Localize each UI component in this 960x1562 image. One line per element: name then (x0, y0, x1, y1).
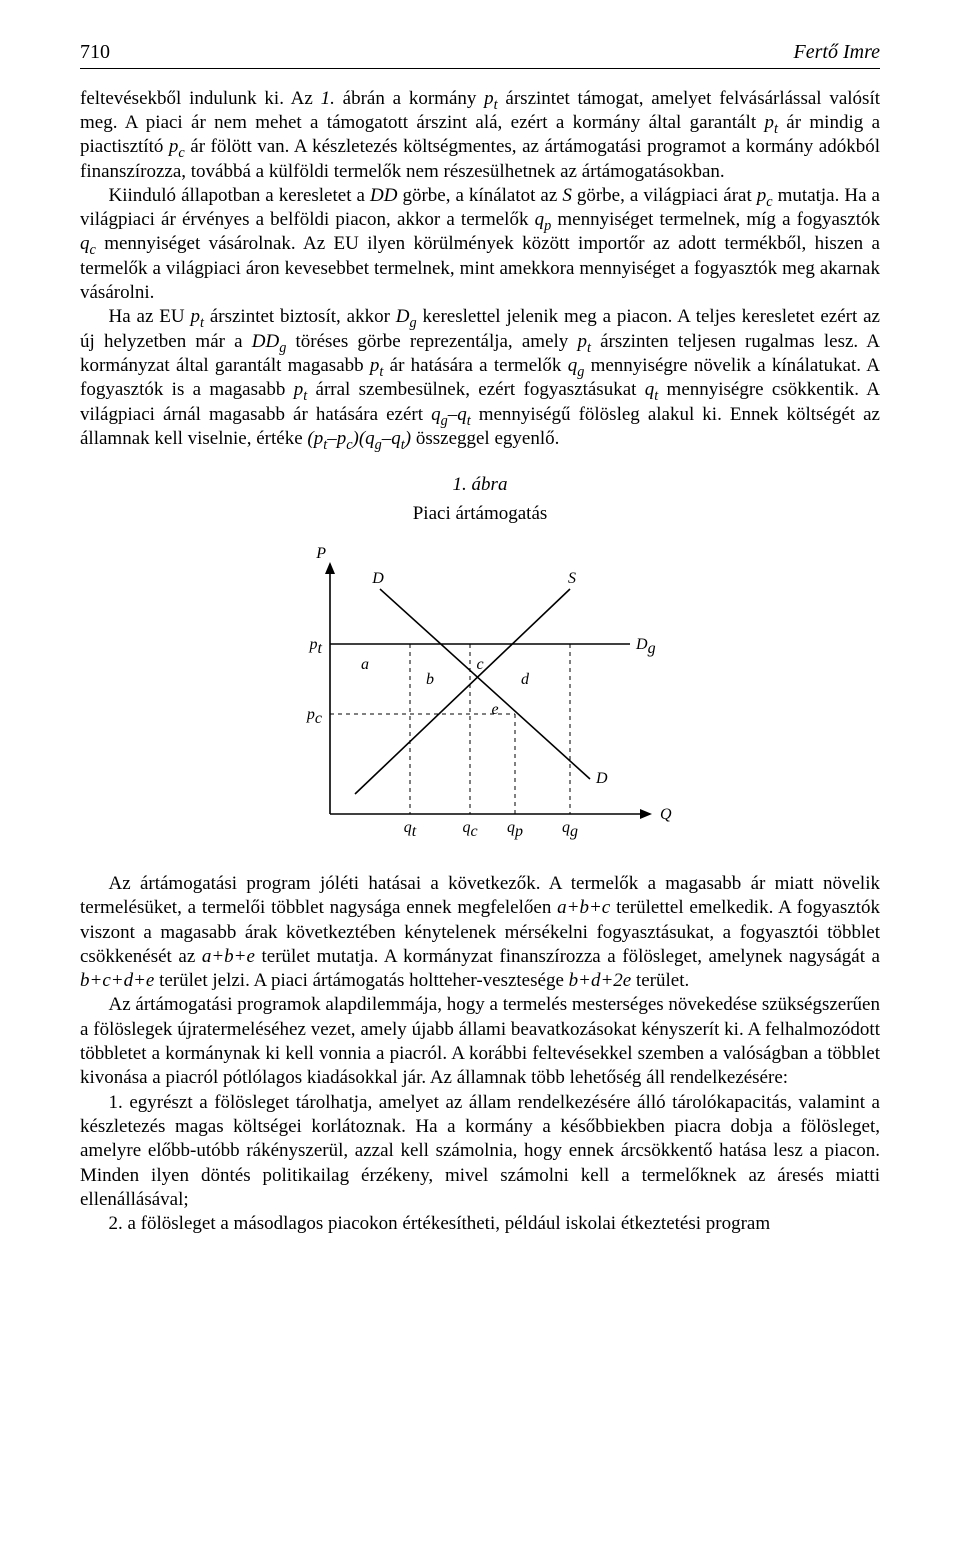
svg-text:qg: qg (562, 819, 578, 840)
list-item-1: 1. egyrészt a fölösleget tárolhatja, ame… (80, 1091, 880, 1213)
paragraph-5: Az ártámogatási programok alapdilemmája,… (80, 993, 880, 1090)
paragraph-4: Az ártámogatási program jóléti hatásai a… (80, 872, 880, 994)
list-item-2: 2. a fölösleget a másodlagos piacokon ér… (80, 1212, 880, 1236)
figure-1-chart: P Q D S Dg Dpt pc a b c d e qt qc qp qg (80, 534, 880, 854)
figure-caption: Piaci ártámogatás (80, 502, 880, 526)
page-number: 710 (80, 40, 110, 66)
svg-text:pt: pt (309, 636, 323, 657)
paragraph-2: Kiinduló állapotban a keresletet a DD gö… (80, 184, 880, 306)
svg-text:a: a (361, 656, 369, 673)
svg-text:pc: pc (306, 706, 322, 727)
svg-text:Dg: Dg (635, 636, 656, 657)
svg-text:qc: qc (462, 819, 477, 840)
svg-text:D: D (371, 570, 384, 587)
svg-text:qt: qt (404, 819, 417, 840)
page: 710 Fertő Imre feltevésekből indulunk ki… (0, 0, 960, 1277)
page-header: 710 Fertő Imre (80, 40, 880, 69)
svg-text:D: D (595, 770, 608, 787)
header-author: Fertő Imre (794, 40, 880, 66)
paragraph-3: Ha az EU pt árszintet biztosít, akkor Dg… (80, 305, 880, 451)
supply-demand-diagram: P Q D S Dg Dpt pc a b c d e qt qc qp qg (270, 534, 690, 854)
svg-text:c: c (476, 656, 483, 673)
svg-text:e: e (491, 701, 498, 718)
svg-text:P: P (315, 545, 326, 562)
figure-number: 1. ábra (80, 473, 880, 497)
svg-text:S: S (568, 570, 576, 587)
svg-text:qp: qp (507, 819, 523, 840)
svg-text:Q: Q (660, 806, 672, 823)
svg-text:d: d (521, 671, 530, 688)
paragraph-1: feltevésekből indulunk ki. Az 1. ábrán a… (80, 87, 880, 184)
svg-text:b: b (426, 671, 434, 688)
